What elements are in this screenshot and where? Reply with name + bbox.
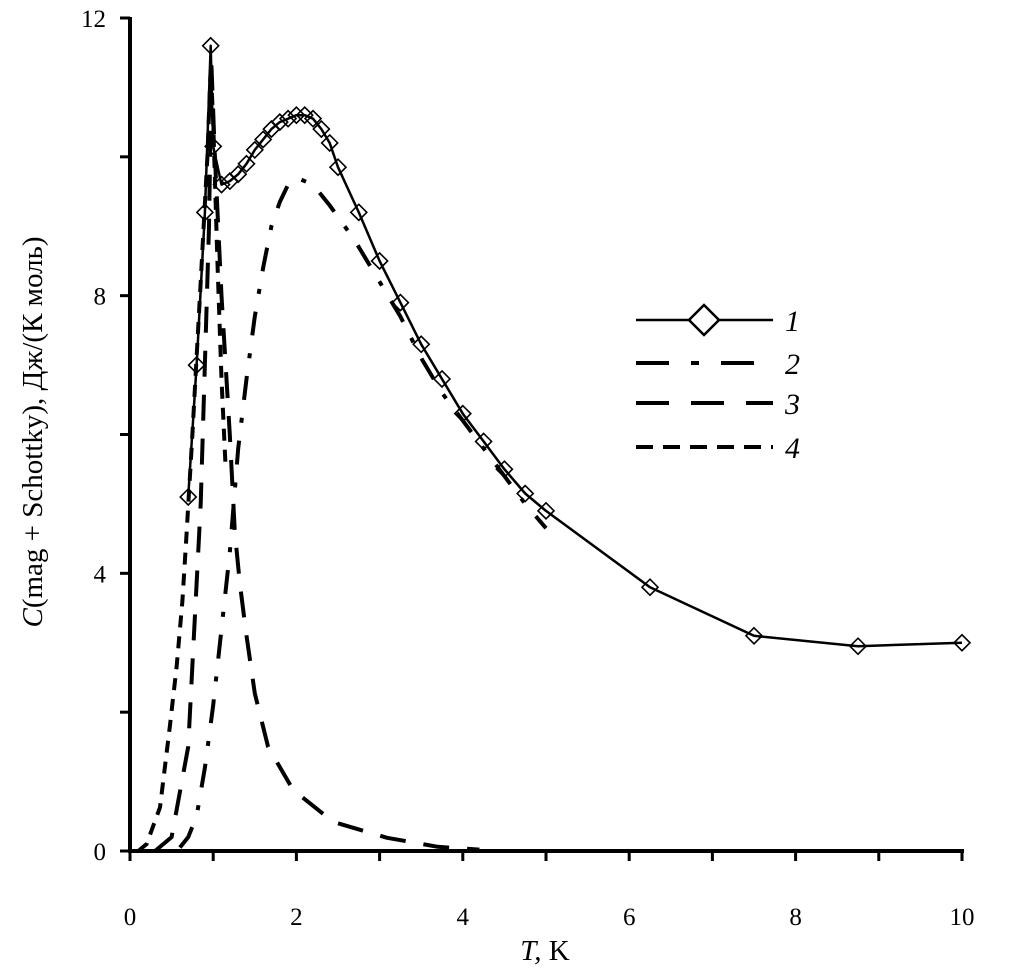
series-1-point <box>179 487 198 507</box>
series-1-point <box>536 501 556 520</box>
series-1-point <box>212 175 231 194</box>
x-tick-label: 6 <box>623 904 636 931</box>
series-1-point <box>744 626 764 645</box>
series-1-point <box>474 432 493 451</box>
series-2-line <box>178 175 548 849</box>
series-1-point <box>237 154 256 173</box>
series-1-point <box>453 404 472 423</box>
y-axis-title-symbol: C <box>17 608 49 628</box>
legend: 1 2 3 4 <box>636 303 800 465</box>
series-1-point <box>270 112 289 132</box>
y-tick-label: 8 <box>94 284 107 311</box>
series-1-point <box>640 578 660 597</box>
series-1-point <box>187 355 206 375</box>
legend-label-1: 1 <box>785 305 800 338</box>
x-tick-label: 10 <box>950 904 975 931</box>
legend-label-4: 4 <box>785 432 800 465</box>
x-tick-label: 0 <box>124 904 137 931</box>
series-1-point <box>432 369 452 389</box>
series-3-line <box>153 64 480 853</box>
series-1-point <box>370 251 389 271</box>
series-layer <box>137 36 972 853</box>
legend-label-3: 3 <box>784 388 800 421</box>
series-1-point <box>516 484 535 503</box>
series-1-point <box>245 140 264 160</box>
series-1-point <box>349 203 368 222</box>
y-axis-title: C(mag + Schottky), Дж/(К моль) <box>17 236 49 627</box>
series-1-point <box>952 633 972 652</box>
series-4-line <box>137 64 228 853</box>
series-1-point <box>328 158 348 177</box>
series-1-point <box>320 133 339 153</box>
series-1-point <box>204 137 223 156</box>
x-axis-title: T, K <box>520 935 570 967</box>
series-1-point <box>412 335 431 354</box>
y-tick-label: 12 <box>81 6 106 33</box>
x-tick-label: 4 <box>457 904 470 931</box>
series-1-point <box>201 36 220 55</box>
series-1-point <box>253 130 273 149</box>
series-1-line <box>186 44 963 648</box>
series-1-point <box>229 165 248 184</box>
series-1-point <box>303 109 323 128</box>
series-1-point <box>195 203 215 222</box>
series-1-point <box>391 293 410 312</box>
series-1-point <box>287 106 306 125</box>
series-1-point <box>278 109 298 128</box>
y-tick-label: 4 <box>94 561 107 588</box>
x-tick-label: 2 <box>290 904 303 931</box>
series-1-point <box>848 637 868 656</box>
x-tick-label: 8 <box>789 904 802 931</box>
series-1-point <box>495 460 514 479</box>
legend-label-2: 2 <box>785 348 800 381</box>
legend-diamond-marker <box>687 303 721 337</box>
y-axis-title-unit: (mag + Schottky), Дж/(К моль) <box>17 236 49 608</box>
series-1-point <box>312 119 331 139</box>
y-tick-label: 0 <box>94 839 107 866</box>
